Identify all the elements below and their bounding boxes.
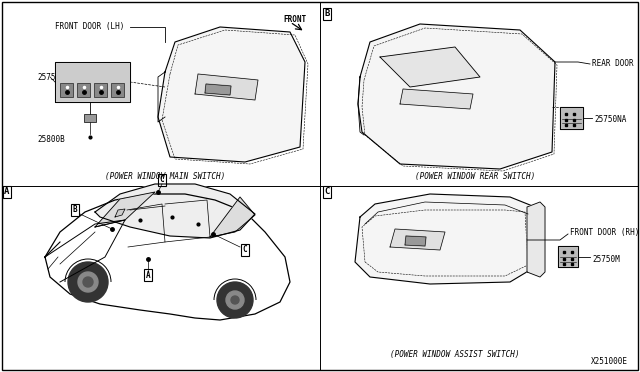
Text: FRONT DOOR (LH): FRONT DOOR (LH) <box>55 22 124 32</box>
Text: 25750NA: 25750NA <box>594 115 627 125</box>
Text: (POWER WINDOW ASSIST SWITCH): (POWER WINDOW ASSIST SWITCH) <box>390 350 520 359</box>
Text: B: B <box>73 205 77 215</box>
Polygon shape <box>558 246 578 267</box>
Text: REAR DOOR: REAR DOOR <box>592 60 634 68</box>
Text: X251000E: X251000E <box>591 357 628 366</box>
Text: A: A <box>4 187 10 196</box>
Polygon shape <box>205 84 231 95</box>
Circle shape <box>217 282 253 318</box>
Polygon shape <box>400 89 473 109</box>
Text: 25800B: 25800B <box>37 135 65 144</box>
Bar <box>77 83 90 97</box>
Polygon shape <box>380 47 480 87</box>
Polygon shape <box>358 24 555 169</box>
Bar <box>94 83 107 97</box>
Circle shape <box>83 277 93 287</box>
Polygon shape <box>95 192 155 227</box>
Text: (POWER WINDOW MAIN SWITCH): (POWER WINDOW MAIN SWITCH) <box>105 171 225 180</box>
Polygon shape <box>195 74 258 100</box>
Polygon shape <box>158 27 305 162</box>
Polygon shape <box>95 184 255 238</box>
Polygon shape <box>390 229 445 250</box>
Polygon shape <box>405 236 426 246</box>
Circle shape <box>231 296 239 304</box>
Text: C: C <box>243 246 247 254</box>
Polygon shape <box>55 62 130 102</box>
Text: C: C <box>160 176 164 185</box>
Polygon shape <box>355 194 535 284</box>
Polygon shape <box>45 194 290 320</box>
Text: A: A <box>146 270 150 279</box>
Circle shape <box>78 272 98 292</box>
Polygon shape <box>527 202 545 277</box>
Bar <box>111 83 124 97</box>
Text: FRONT: FRONT <box>283 16 306 25</box>
Circle shape <box>226 291 244 309</box>
Text: C: C <box>324 187 330 196</box>
Polygon shape <box>115 209 125 217</box>
Text: 25750M: 25750M <box>592 254 620 263</box>
Text: 25750: 25750 <box>37 73 60 81</box>
Text: (POWER WINDOW REAR SWITCH): (POWER WINDOW REAR SWITCH) <box>415 171 535 180</box>
Bar <box>60 83 73 97</box>
Text: B: B <box>324 10 330 19</box>
Text: FRONT DOOR (RH): FRONT DOOR (RH) <box>570 228 639 237</box>
Bar <box>84 114 96 122</box>
Polygon shape <box>210 197 255 237</box>
Circle shape <box>68 262 108 302</box>
Polygon shape <box>560 107 583 129</box>
